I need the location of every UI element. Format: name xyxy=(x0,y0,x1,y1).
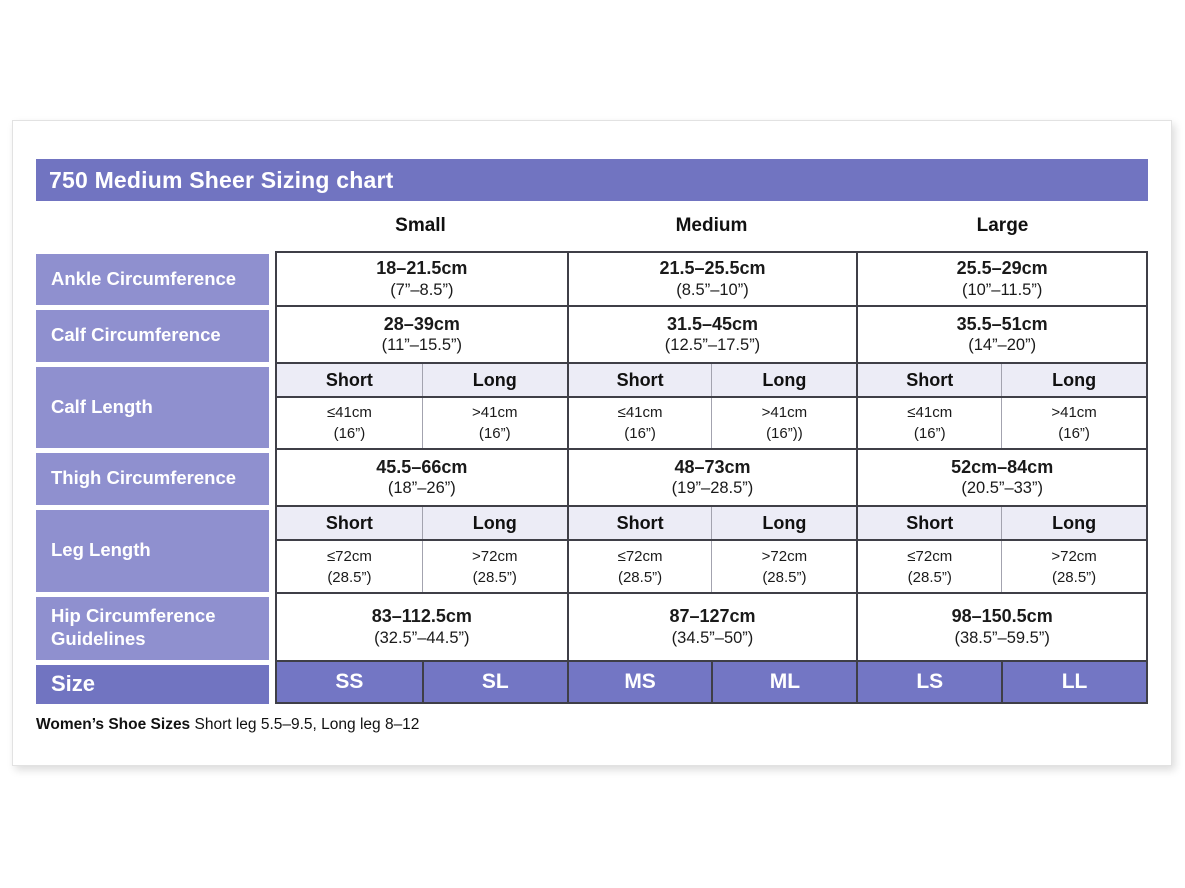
cell-calfl-ls: ≤41cm (16”) xyxy=(856,398,1001,448)
table-row-thigh: Thigh Circumference 45.5–66cm (18”–26”) … xyxy=(36,450,1148,507)
subheader-short: Short xyxy=(566,364,712,396)
size-cell-sl: SL xyxy=(421,662,567,702)
table-row-hip: Hip Circumference Guidelines 83–112.5cm … xyxy=(36,594,1148,662)
subheader-long: Long xyxy=(1001,364,1146,396)
cell-legl-ls: ≤72cm (28.5”) xyxy=(856,541,1001,592)
group-header-medium: Medium xyxy=(675,215,748,236)
cell-ankle-small: 18–21.5cm (7”–8.5”) xyxy=(376,258,468,299)
calf-length-values-row: ≤41cm (16”) >41cm (16”) ≤41cm (16”) >41c… xyxy=(277,398,1146,448)
subheader-short: Short xyxy=(325,369,373,390)
leg-length-subheader-row: Short Long Short Long Short Long xyxy=(277,507,1146,541)
row-label-calf-length: Calf Length xyxy=(36,366,269,448)
subheader-short: Short xyxy=(566,507,712,539)
cell-ankle-medium: 21.5–25.5cm (8.5”–10”) xyxy=(566,253,857,305)
subheader-short: Short xyxy=(856,507,1001,539)
shoe-sizes-note: Women’s Shoe Sizes Short leg 5.5–9.5, Lo… xyxy=(36,716,1148,734)
table-row-leg-length: Leg Length Short Long Short Long Short L… xyxy=(36,507,1148,594)
size-cell-ll: LL xyxy=(1001,662,1146,702)
subheader-long: Long xyxy=(1001,507,1146,539)
subheader-long: Long xyxy=(421,507,567,539)
row-label-hip: Hip Circumference Guidelines xyxy=(36,596,269,660)
cell-calfl-ml: >41cm (16”)) xyxy=(711,398,856,448)
leg-length-values-row: ≤72cm (28.5”) >72cm (28.5”) ≤72cm (28.5”… xyxy=(277,541,1146,592)
cell-calfc-small: 28–39cm (11”–15.5”) xyxy=(381,313,463,355)
shoe-sizes-note-text: Short leg 5.5–9.5, Long leg 8–12 xyxy=(190,716,420,733)
size-cell-ms: MS xyxy=(566,662,712,702)
shoe-sizes-note-label: Women’s Shoe Sizes xyxy=(36,716,191,733)
cell-thigh-medium: 48–73cm (19”–28.5”) xyxy=(566,450,857,505)
subheader-long: Long xyxy=(711,507,856,539)
cell-legl-ml: >72cm (28.5”) xyxy=(711,541,856,592)
cell-ankle-large: 25.5–29cm (10”–11.5”) xyxy=(856,253,1146,305)
subheader-long: Long xyxy=(711,364,856,396)
cell-legl-sl: >72cm (28.5”) xyxy=(421,541,567,592)
row-label-calf-circumference: Calf Circumference xyxy=(36,309,269,362)
size-cell-ml: ML xyxy=(711,662,857,702)
chart-title: 750 Medium Sheer Sizing chart xyxy=(49,166,394,193)
cell-hip-small: 83–112.5cm (32.5”–44.5”) xyxy=(371,606,472,647)
table-row-ankle: Ankle Circumference 18–21.5cm (7”–8.5”) … xyxy=(36,251,1148,307)
cell-calfc-medium: 31.5–45cm (12.5”–17.5”) xyxy=(566,307,857,362)
size-cell-ss: SS xyxy=(277,662,422,702)
cell-calfl-ss: ≤41cm (16”) xyxy=(326,404,372,442)
group-header-small: Small xyxy=(395,215,446,236)
group-header-large: Large xyxy=(976,215,1029,236)
row-label-thigh: Thigh Circumference xyxy=(36,452,269,505)
cell-calfl-ms: ≤41cm (16”) xyxy=(566,398,712,448)
cell-legl-ll: >72cm (28.5”) xyxy=(1001,541,1146,592)
row-label-ankle: Ankle Circumference xyxy=(36,253,269,305)
calf-length-subheader-row: Short Long Short Long Short Long xyxy=(277,364,1146,398)
sizing-chart-card: 750 Medium Sheer Sizing chart Small Medi… xyxy=(12,120,1172,766)
cell-thigh-large: 52cm–84cm (20.5”–33”) xyxy=(856,450,1146,505)
cell-calfl-ll: >41cm (16”) xyxy=(1001,398,1146,448)
cell-hip-large: 98–150.5cm (38.5”–59.5”) xyxy=(856,594,1146,660)
cell-hip-medium: 87–127cm (34.5”–50”) xyxy=(566,594,857,660)
size-cell-ls: LS xyxy=(856,662,1002,702)
subheader-short: Short xyxy=(325,512,373,533)
cell-calfc-large: 35.5–51cm (14”–20”) xyxy=(856,307,1146,362)
row-label-size: Size xyxy=(36,664,269,704)
table-row-calf-length: Calf Length Short Long Short Long Short … xyxy=(36,364,1148,450)
size-group-header-row: Small Medium Large xyxy=(36,201,1148,251)
table-row-size: Size SS SL MS ML LS LL xyxy=(36,662,1148,704)
table-row-calf-circumference: Calf Circumference 28–39cm (11”–15.5”) 3… xyxy=(36,307,1148,364)
cell-legl-ss: ≤72cm (28.5”) xyxy=(326,547,372,586)
subheader-short: Short xyxy=(856,364,1001,396)
sizing-table: Ankle Circumference 18–21.5cm (7”–8.5”) … xyxy=(36,251,1148,704)
subheader-long: Long xyxy=(421,364,567,396)
cell-calfl-sl: >41cm (16”) xyxy=(421,398,567,448)
chart-title-bar: 750 Medium Sheer Sizing chart xyxy=(36,159,1148,201)
cell-thigh-small: 45.5–66cm (18”–26”) xyxy=(376,456,468,498)
cell-legl-ms: ≤72cm (28.5”) xyxy=(566,541,712,592)
row-label-leg-length: Leg Length xyxy=(36,509,269,592)
